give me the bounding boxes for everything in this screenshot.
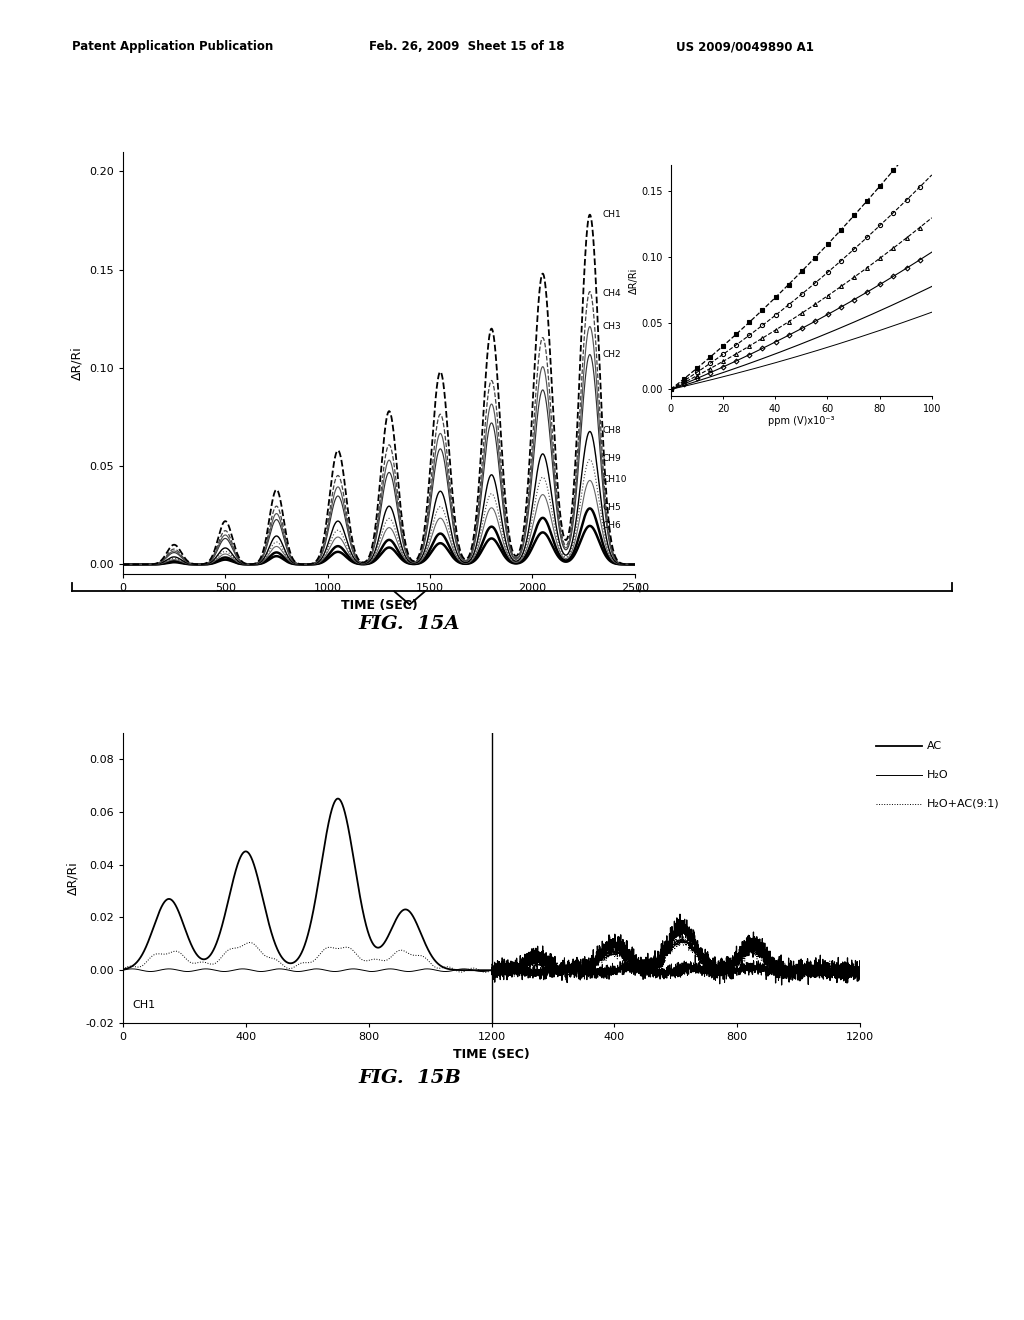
Text: AC: AC (927, 741, 942, 751)
Text: CH4: CH4 (602, 289, 621, 298)
Text: CH9: CH9 (602, 454, 621, 463)
Text: FIG.  15B: FIG. 15B (358, 1069, 461, 1088)
X-axis label: TIME (SEC): TIME (SEC) (454, 1048, 529, 1060)
Text: FIG.  15A: FIG. 15A (358, 615, 461, 634)
Text: CH1: CH1 (132, 999, 156, 1010)
X-axis label: ppm (V)x10⁻³: ppm (V)x10⁻³ (768, 416, 835, 426)
Text: (: ( (637, 583, 641, 593)
Text: H₂O+AC(9:1): H₂O+AC(9:1) (927, 799, 999, 809)
Text: CH8: CH8 (602, 426, 621, 436)
X-axis label: TIME (SEC): TIME (SEC) (341, 599, 417, 611)
Text: Patent Application Publication: Patent Application Publication (72, 40, 273, 53)
Text: CH5: CH5 (602, 503, 621, 512)
Y-axis label: ΔR/Ri: ΔR/Ri (629, 268, 639, 293)
Text: Feb. 26, 2009  Sheet 15 of 18: Feb. 26, 2009 Sheet 15 of 18 (369, 40, 564, 53)
Y-axis label: ΔR/Ri: ΔR/Ri (71, 346, 84, 380)
Text: US 2009/0049890 A1: US 2009/0049890 A1 (676, 40, 814, 53)
Text: CH6: CH6 (602, 520, 621, 529)
Text: CH2: CH2 (602, 350, 621, 359)
Text: CH1: CH1 (602, 210, 621, 219)
Text: CH3: CH3 (602, 322, 621, 331)
Y-axis label: ΔR/Ri: ΔR/Ri (67, 861, 80, 895)
Text: H₂O: H₂O (927, 770, 948, 780)
Text: CH10: CH10 (602, 475, 627, 484)
